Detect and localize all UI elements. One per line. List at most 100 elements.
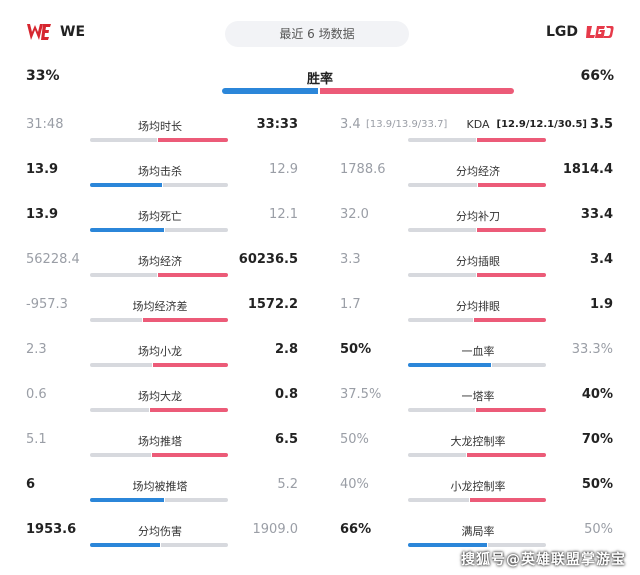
stat-label: 场均时长 <box>138 120 182 133</box>
we-logo-icon <box>27 24 51 40</box>
stat-bar-left <box>408 453 466 457</box>
stat-label: 分均插眼 <box>456 255 500 268</box>
stat-left-value: 3.3 <box>340 252 361 267</box>
recent-games-title: 最近 6 场数据 <box>225 21 409 47</box>
stat-label: 小龙控制率 <box>450 480 506 493</box>
stat-compare-bar <box>90 453 228 457</box>
stat-bar-right <box>165 498 228 502</box>
stat-bar-left <box>90 318 142 322</box>
stat-row: 3.4 [13.9/13.9/33.7] KDA 3.5 [12.9/12.1/30.5… <box>340 117 613 147</box>
stat-compare-bar <box>90 183 228 187</box>
stat-bar-left <box>90 228 164 232</box>
stat-bar-right <box>150 408 228 412</box>
stat-bar-left <box>408 498 469 502</box>
stat-right-value: 12.1 <box>269 207 298 222</box>
stat-label: 场均击杀 <box>138 165 182 178</box>
stat-right-value: 50% <box>584 522 613 537</box>
stat-label: 分均伤害 <box>138 525 182 538</box>
stat-row: 13.9 场均击杀 12.9 <box>26 162 298 192</box>
stat-row: 3.3 分均插眼 3.4 <box>340 252 613 282</box>
stat-compare-bar <box>90 273 228 277</box>
stat-label: 一血率 <box>461 345 495 358</box>
stat-bar-left <box>408 138 476 142</box>
stat-compare-bar <box>408 228 546 232</box>
stat-compare-bar <box>90 498 228 502</box>
stat-right-value: 1572.2 <box>247 297 298 312</box>
team-right-name: LGD <box>545 24 578 40</box>
lgd-logo-icon <box>586 26 614 38</box>
team-left[interactable]: WE <box>26 22 85 42</box>
stat-row: 50% 大龙控制率 70% <box>340 432 613 462</box>
stat-bar-right <box>165 228 228 232</box>
team-left-name: WE <box>60 24 86 40</box>
stat-label: 分均经济 <box>456 165 500 178</box>
stat-row: 32.0 分均补刀 33.4 <box>340 207 613 237</box>
stat-compare-bar <box>408 363 546 367</box>
winrate-bar-right <box>320 88 514 94</box>
stat-bar-right <box>477 273 546 277</box>
stat-compare-bar <box>90 318 228 322</box>
team-right[interactable]: LGD <box>546 22 614 42</box>
stat-bar-left <box>408 363 491 367</box>
stat-compare-bar <box>408 273 546 277</box>
stat-bar-right <box>143 318 228 322</box>
stat-row: 1.7 分均排眼 1.9 <box>340 297 613 327</box>
stat-bar-right <box>477 138 546 142</box>
stat-compare-bar <box>408 498 546 502</box>
stat-bar-left <box>90 183 162 187</box>
stat-right-value: 3.5 <box>589 117 613 132</box>
stat-left-value: 37.5% <box>340 387 382 402</box>
stat-label: 场均死亡 <box>138 210 182 223</box>
stat-bar-left <box>408 543 487 547</box>
header: WE 最近 6 场数据 LGD <box>0 0 640 64</box>
stat-bar-right <box>467 453 546 457</box>
stat-compare-bar <box>90 363 228 367</box>
stat-right-value: 70% <box>581 432 613 447</box>
stat-left-value: 31:48 <box>26 117 64 132</box>
stat-left-value: -957.3 <box>26 297 68 312</box>
watermark: 搜狐号@英雄联盟掌游宝 <box>461 552 626 568</box>
stat-left-value: 5.1 <box>26 432 47 447</box>
stat-bar-left <box>90 453 151 457</box>
stat-left-value: 50% <box>340 342 372 357</box>
stat-bar-right <box>163 183 228 187</box>
stat-label: 场均推塔 <box>138 435 182 448</box>
stat-bar-left <box>90 138 157 142</box>
stat-bar-left <box>90 273 157 277</box>
stat-left-value: 3.4 <box>340 117 361 132</box>
stat-row: 13.9 场均死亡 12.1 <box>26 207 298 237</box>
stat-bar-right <box>158 273 228 277</box>
stat-compare-bar <box>408 318 546 322</box>
stat-bar-right <box>158 138 228 142</box>
winrate-left-value: 33% <box>26 68 60 84</box>
stat-left-value: 56228.4 <box>26 252 80 267</box>
stat-row: 56228.4 场均经济 60236.5 <box>26 252 298 282</box>
stat-right-value: 6.5 <box>274 432 298 447</box>
stat-left-value: 1.7 <box>340 297 361 312</box>
stat-compare-bar <box>408 183 546 187</box>
stat-row: 1788.6 分均经济 1814.4 <box>340 162 613 192</box>
stat-row: 0.6 场均大龙 0.8 <box>26 387 298 417</box>
winrate-bar-left <box>222 88 318 94</box>
stat-bar-left <box>90 543 160 547</box>
stat-left-value: 13.9 <box>26 207 59 222</box>
stat-row: 37.5% 一塔率 40% <box>340 387 613 417</box>
stat-left-value: 2.3 <box>26 342 47 357</box>
stat-label: 分均补刀 <box>456 210 500 223</box>
winrate-row: 33% 胜率 66% <box>0 64 640 100</box>
winrate-label: 胜率 <box>306 72 333 87</box>
stat-left-value: 6 <box>26 477 36 492</box>
stat-compare-bar <box>408 138 546 142</box>
stat-compare-bar <box>90 138 228 142</box>
stat-left-value: 13.9 <box>26 162 59 177</box>
stat-right-value: 50% <box>581 477 613 492</box>
stat-compare-bar <box>90 408 228 412</box>
stat-bar-right <box>152 453 228 457</box>
stat-label: KDA <box>466 118 490 131</box>
stat-bar-left <box>408 183 477 187</box>
stat-compare-bar <box>90 543 228 547</box>
stat-compare-bar <box>408 543 546 547</box>
stat-bar-right <box>492 363 546 367</box>
stat-left-detail: [13.9/13.9/33.7] <box>366 119 448 130</box>
stat-right-value: 40% <box>581 387 613 402</box>
